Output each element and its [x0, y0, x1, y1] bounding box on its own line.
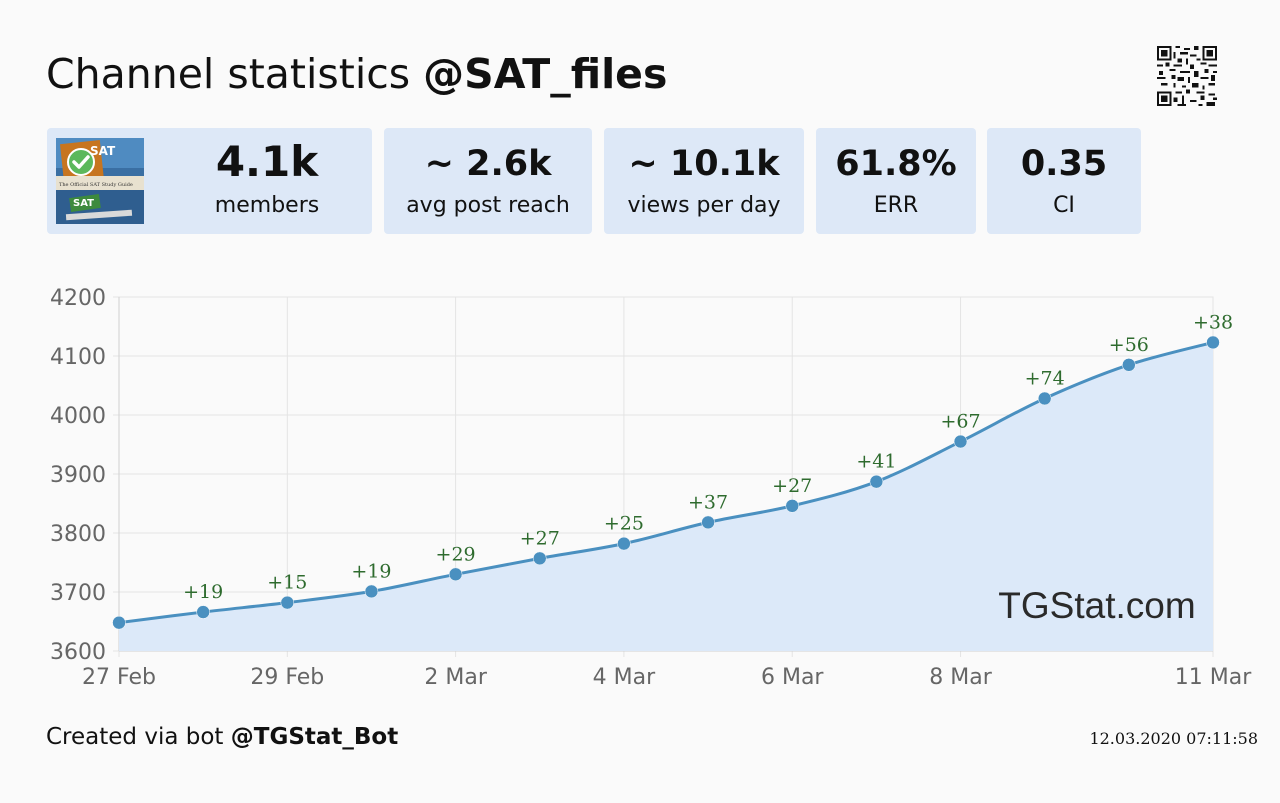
- delta-label: +19: [351, 560, 391, 582]
- delta-label: +41: [856, 451, 896, 473]
- err-card: 61.8% ERR: [816, 128, 976, 234]
- tgstat-watermark: TGStat.com: [998, 585, 1195, 626]
- y-tick-label: 4000: [50, 404, 106, 429]
- delta-label: +37: [688, 491, 728, 513]
- avatar-image: SAT The Official SAT Study Guide SAT: [56, 138, 144, 224]
- chart-points: [112, 335, 1220, 630]
- data-point-6-mar: [785, 499, 799, 513]
- x-tick-label: 4 Mar: [593, 665, 656, 690]
- delta-label: +67: [940, 411, 980, 433]
- channel-handle: @SAT_files: [423, 50, 668, 98]
- x-tick-label: 8 Mar: [929, 665, 992, 690]
- chart-y-ticks: 3600 3700 3800 3900 4000 4100 4200: [50, 286, 106, 665]
- channel-avatar: SAT The Official SAT Study Guide SAT: [56, 138, 144, 224]
- data-point-4-mar: [617, 536, 631, 551]
- x-tick-label: 2 Mar: [424, 665, 487, 690]
- delta-label: +19: [183, 581, 223, 603]
- y-tick-label: 4200: [50, 286, 106, 311]
- reach-card: ~ 2.6k avg post reach: [384, 128, 592, 234]
- views-card: ~ 10.1k views per day: [604, 128, 804, 234]
- ci-card: 0.35 CI: [987, 128, 1141, 234]
- page-title: Channel statistics @SAT_files: [46, 48, 667, 100]
- title-prefix: Channel statistics: [46, 50, 411, 98]
- y-tick-label: 4100: [50, 345, 106, 370]
- data-point-5-mar: [701, 515, 715, 530]
- ci-label: CI: [1053, 193, 1075, 218]
- members-value: 4.1k: [215, 137, 319, 186]
- chart-area-fill: [119, 342, 1213, 651]
- data-point-27-feb: [112, 615, 126, 630]
- x-tick-label: 29 Feb: [250, 665, 324, 690]
- y-tick-label: 3800: [50, 522, 106, 547]
- chart-x-ticks: 27 Feb 29 Feb 2 Mar 4 Mar 6 Mar 8 Mar 11 Mar: [82, 665, 1252, 690]
- x-tick-label: 11 Mar: [1175, 665, 1252, 690]
- avatar-sat-text: SAT: [90, 144, 116, 158]
- members-card: SAT The Official SAT Study Guide SAT 4.1…: [47, 128, 372, 234]
- qr-code-icon: [1157, 46, 1217, 106]
- data-point-11-mar: [1206, 335, 1220, 350]
- footer-timestamp: 12.03.2020 07:11:58: [1089, 729, 1258, 748]
- delta-label: +15: [267, 572, 307, 594]
- chart-delta-labels: +19 +15 +19 +29 +27 +25 +37 +27 +41 +67 +74 +56 +38: [183, 311, 1233, 603]
- delta-label: +38: [1193, 311, 1233, 333]
- views-label: views per day: [627, 193, 781, 218]
- data-point-1-mar: [364, 584, 379, 599]
- data-point-2-mar: [448, 567, 463, 582]
- data-point-28-feb: [196, 605, 210, 619]
- err-value: 61.8%: [835, 144, 957, 184]
- footer-bot-link[interactable]: @TGStat_Bot: [230, 724, 399, 750]
- data-point-10-mar: [1122, 358, 1136, 372]
- data-point-29-feb: [280, 595, 295, 610]
- reach-label: avg post reach: [406, 193, 570, 218]
- delta-label: +27: [772, 475, 812, 497]
- chart-series-line: [118, 340, 1214, 625]
- delta-label: +56: [1109, 334, 1149, 356]
- y-tick-label: 3700: [50, 581, 106, 606]
- data-point-9-mar: [1037, 391, 1052, 406]
- views-value: ~ 10.1k: [628, 144, 780, 184]
- err-label: ERR: [873, 193, 919, 218]
- x-tick-label: 27 Feb: [82, 665, 156, 690]
- x-tick-label: 6 Mar: [761, 665, 824, 690]
- ci-value: 0.35: [1020, 144, 1108, 184]
- delta-label: +74: [1025, 367, 1065, 389]
- members-label: members: [214, 193, 320, 218]
- y-tick-label: 3600: [50, 640, 106, 665]
- subscribers-chart: TGStat.com +19 +15 +19 +29 +27 +25 +37 +27 +41 +6…: [50, 286, 1252, 690]
- footer-created-text: Created via bot: [46, 724, 224, 750]
- verified-check-icon: [72, 155, 90, 169]
- data-point-3-mar: [533, 551, 547, 566]
- data-point-7-mar: [869, 474, 884, 489]
- reach-value: ~ 2.6k: [424, 144, 552, 184]
- data-point-8-mar: [953, 434, 968, 449]
- avatar-guide-text: The Official SAT Study Guide: [59, 182, 133, 188]
- y-tick-label: 3900: [50, 463, 106, 488]
- delta-label: +29: [436, 543, 476, 565]
- delta-label: +27: [520, 527, 560, 549]
- footer-credit: Created via bot @TGStat_Bot: [46, 722, 398, 752]
- delta-label: +25: [604, 513, 644, 535]
- avatar-sat-text-2: SAT: [73, 198, 94, 209]
